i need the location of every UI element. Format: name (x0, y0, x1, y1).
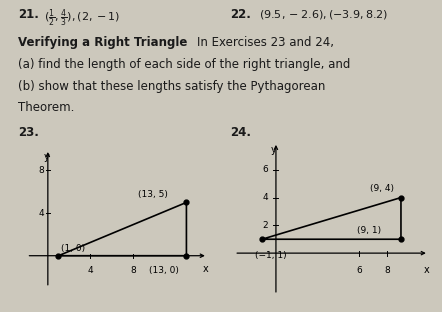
Text: (9, 4): (9, 4) (370, 184, 394, 193)
Text: $(9.5, -2.6), (-3.9, 8.2)$: $(9.5, -2.6), (-3.9, 8.2)$ (259, 8, 387, 21)
Text: 2: 2 (263, 221, 268, 230)
Text: 21.: 21. (18, 8, 38, 21)
Text: 4: 4 (38, 208, 44, 217)
Text: (−1, 1): (−1, 1) (255, 251, 287, 260)
Text: 6: 6 (356, 266, 362, 275)
Text: y: y (44, 152, 50, 162)
Text: (b) show that these lengths satisfy the Pythagorean: (b) show that these lengths satisfy the … (18, 80, 325, 93)
Text: Verifying a Right Triangle: Verifying a Right Triangle (18, 36, 187, 49)
Text: (13, 0): (13, 0) (149, 266, 179, 275)
Text: 8: 8 (384, 266, 390, 275)
Text: (9, 1): (9, 1) (357, 226, 381, 235)
Text: 22.: 22. (230, 8, 251, 21)
Text: x: x (203, 264, 209, 274)
Text: 23.: 23. (18, 126, 38, 139)
Text: 4: 4 (263, 193, 268, 202)
Text: 6: 6 (263, 165, 268, 174)
Text: 24.: 24. (230, 126, 251, 139)
Text: 8: 8 (130, 266, 136, 275)
Text: (1, 0): (1, 0) (61, 243, 85, 252)
Text: (a) find the length of each side of the right triangle, and: (a) find the length of each side of the … (18, 58, 350, 71)
Text: 4: 4 (88, 266, 93, 275)
Text: y: y (271, 145, 277, 155)
Text: In Exercises 23 and 24,: In Exercises 23 and 24, (197, 36, 334, 49)
Text: $(\frac{1}{2}, \frac{4}{3}), (2, -1)$: $(\frac{1}{2}, \frac{4}{3}), (2, -1)$ (44, 8, 120, 29)
Text: Theorem.: Theorem. (18, 101, 74, 115)
Text: x: x (424, 265, 430, 275)
Text: 8: 8 (38, 166, 44, 175)
Text: (13, 5): (13, 5) (138, 190, 168, 199)
